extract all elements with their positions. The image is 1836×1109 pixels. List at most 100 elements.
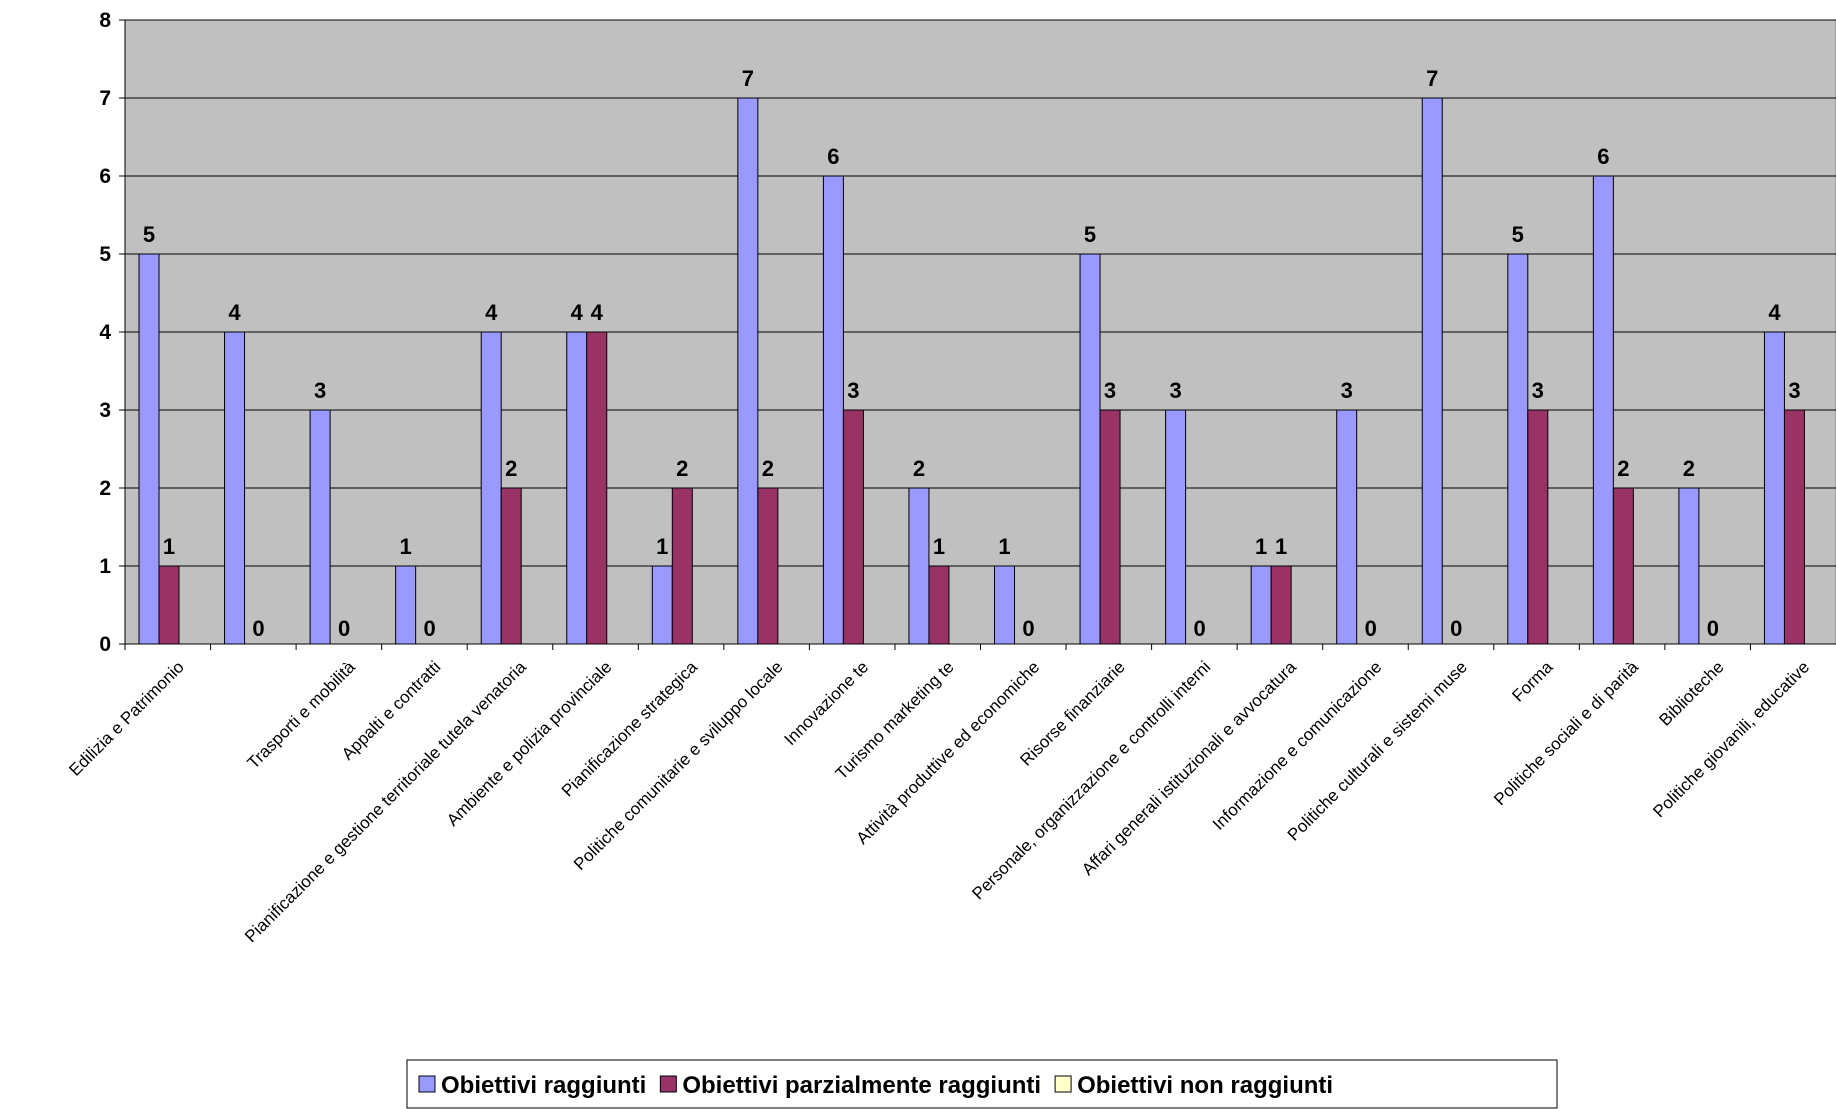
x-tick-label: Edilizia e Patrimonio <box>65 657 187 779</box>
value-label: 2 <box>1683 456 1695 481</box>
bar <box>1592 175 1614 645</box>
bar <box>566 331 588 645</box>
y-tick-label: 6 <box>99 165 111 188</box>
value-label: 1 <box>1275 534 1287 559</box>
legend-label: Obiettivi raggiunti <box>441 1072 646 1099</box>
value-label: 0 <box>424 616 436 641</box>
x-tick-label: Politiche culturali e sistemi muse <box>1284 657 1471 844</box>
bar <box>908 487 930 645</box>
value-label: 1 <box>1255 534 1267 559</box>
value-label: 0 <box>1365 616 1377 641</box>
x-tick-label: Ambiente e polizia provinciale <box>443 657 615 829</box>
value-label: 1 <box>998 534 1010 559</box>
bar <box>309 409 331 645</box>
legend-box <box>406 1059 1558 1109</box>
value-label: 6 <box>1597 144 1609 169</box>
bar <box>1678 487 1700 645</box>
y-tick-label: 0 <box>99 633 111 656</box>
y-tick-label: 3 <box>99 399 111 422</box>
bar <box>671 487 693 645</box>
bar <box>480 331 502 645</box>
x-tick-label: Informazione e comunicazione <box>1209 657 1385 833</box>
bar <box>1336 409 1358 645</box>
bar <box>500 487 522 645</box>
bar <box>1165 409 1187 645</box>
y-tick-label: 7 <box>99 87 111 110</box>
value-label: 1 <box>163 534 175 559</box>
bar <box>586 331 608 645</box>
bar <box>994 565 1015 645</box>
value-label: 4 <box>591 300 604 325</box>
bar <box>224 331 246 645</box>
x-tick-label: Attività produttive ed economiche <box>853 657 1044 848</box>
x-tick-label: Pianificazione e gestione territoriale t… <box>241 657 530 946</box>
bar <box>928 565 950 645</box>
value-label: 1 <box>933 534 945 559</box>
value-label: 5 <box>1512 222 1524 247</box>
legend-swatch <box>659 1075 677 1093</box>
value-label: 4 <box>485 300 498 325</box>
value-label: 0 <box>1193 616 1205 641</box>
x-tick-label: Pianificazione strategica <box>558 657 701 800</box>
value-label: 3 <box>1341 378 1353 403</box>
bar <box>1421 97 1443 645</box>
x-tick-label: Biblioteche <box>1655 657 1727 729</box>
y-tick-label: 4 <box>99 321 111 344</box>
legend-label: Obiettivi parzialmente raggiunti <box>682 1072 1041 1099</box>
value-label: 4 <box>571 300 584 325</box>
value-label: 2 <box>505 456 517 481</box>
value-label: 3 <box>847 378 859 403</box>
value-label: 3 <box>1532 378 1544 403</box>
bar <box>158 565 180 645</box>
x-tick-label: Innovazione te <box>780 657 872 749</box>
value-label: 1 <box>656 534 668 559</box>
value-label: 0 <box>1022 616 1034 641</box>
value-label: 2 <box>913 456 925 481</box>
x-tick-label: Politiche giovanili, educative <box>1649 657 1813 821</box>
value-label: 2 <box>762 456 774 481</box>
value-label: 7 <box>1426 66 1438 91</box>
bar <box>1250 565 1272 645</box>
value-label: 1 <box>400 534 412 559</box>
value-label: 3 <box>314 378 326 403</box>
bar <box>1783 409 1805 645</box>
bar <box>737 97 759 645</box>
bar <box>822 175 844 645</box>
bar <box>842 409 864 645</box>
value-label: 0 <box>1450 616 1462 641</box>
value-label: 0 <box>1707 616 1719 641</box>
y-tick-label: 1 <box>99 555 111 578</box>
bar <box>1099 409 1121 645</box>
legend-swatch <box>1054 1075 1072 1093</box>
value-label: 2 <box>1617 456 1629 481</box>
legend-label: Obiettivi non raggiunti <box>1077 1072 1333 1099</box>
value-label: 7 <box>742 66 754 91</box>
bar <box>138 253 160 645</box>
x-tick-label: Forma <box>1508 657 1557 706</box>
value-label: 0 <box>338 616 350 641</box>
y-tick-label: 8 <box>99 9 111 32</box>
value-label: 2 <box>676 456 688 481</box>
bar <box>1612 487 1634 645</box>
value-label: 5 <box>1084 222 1096 247</box>
bar <box>395 565 417 645</box>
bar <box>1527 409 1549 645</box>
bar <box>651 565 673 645</box>
bar <box>1763 331 1785 645</box>
value-label: 5 <box>143 222 155 247</box>
y-tick-label: 2 <box>99 477 111 500</box>
value-label: 3 <box>1104 378 1116 403</box>
bar <box>757 487 779 645</box>
value-label: 3 <box>1788 378 1800 403</box>
value-label: 6 <box>827 144 839 169</box>
bar <box>1270 565 1292 645</box>
bar <box>1507 253 1529 645</box>
value-label: 4 <box>228 300 241 325</box>
y-tick-label: 5 <box>99 243 111 266</box>
value-label: 3 <box>1169 378 1181 403</box>
value-label: 4 <box>1768 300 1781 325</box>
x-tick-label: Politiche sociali e di parità <box>1490 657 1642 809</box>
bar <box>1079 253 1101 645</box>
value-label: 0 <box>252 616 264 641</box>
